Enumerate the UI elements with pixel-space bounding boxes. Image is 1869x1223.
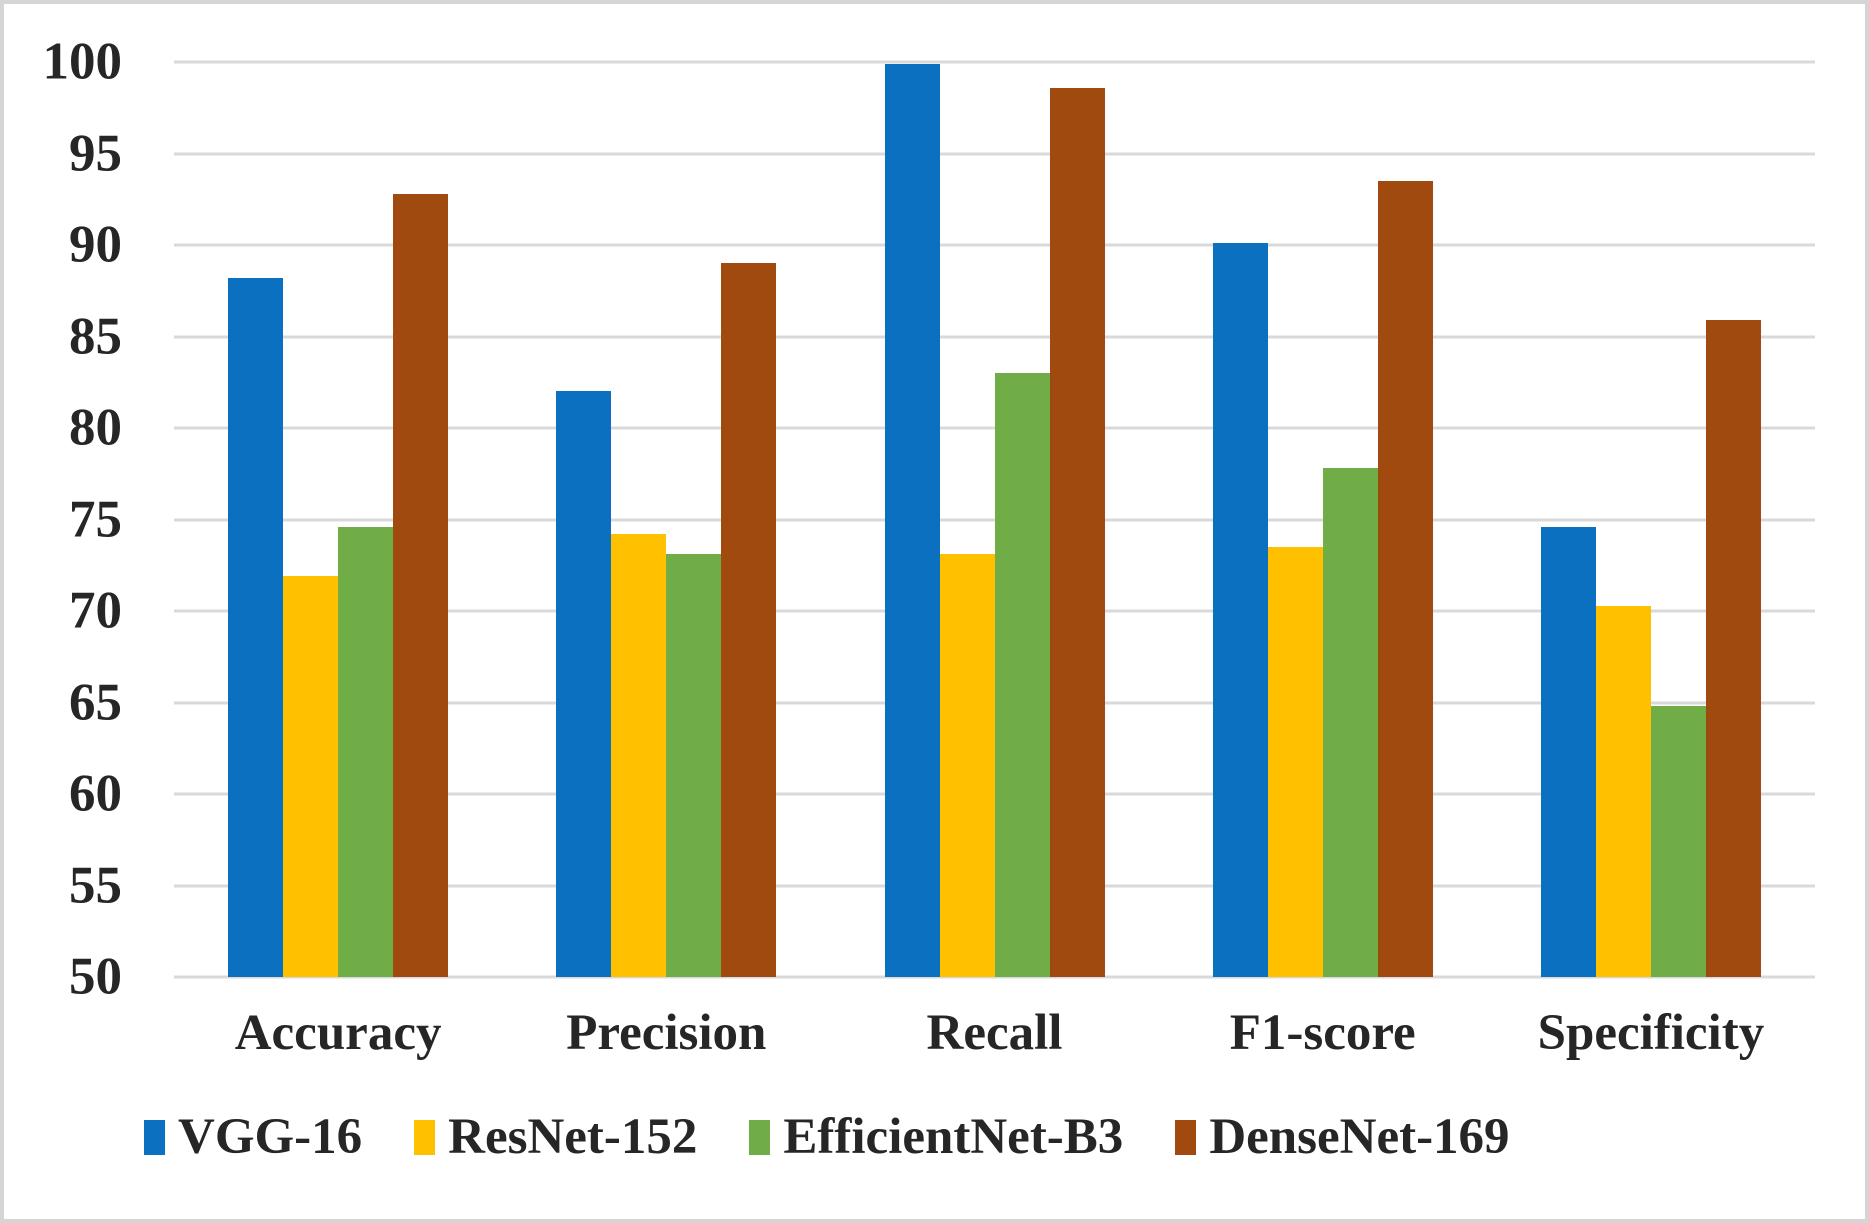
- bar-group-precision: [502, 62, 830, 977]
- bar-vgg-16-recall: [884, 63, 940, 977]
- x-axis: Accuracy Precision Recall F1-score Specifici…: [174, 1004, 1815, 1063]
- bar-efficientnet-b3-precision: [666, 554, 722, 977]
- legend-item-resnet-152: ResNet-152: [414, 1108, 697, 1166]
- bar-densenet-169-specificity: [1705, 320, 1761, 977]
- bar-group-f1-score: [1159, 62, 1487, 977]
- y-tick-label-60: 60: [69, 764, 122, 823]
- x-label-recall: Recall: [926, 1005, 1063, 1061]
- bar-group-recall: [830, 62, 1158, 977]
- legend-swatch-efficientnet-b3: [749, 1119, 771, 1155]
- legend-label-efficientnet-b3: EfficientNet-B3: [783, 1109, 1124, 1165]
- bar-densenet-169-f1-score: [1377, 180, 1433, 977]
- bar-densenet-169-accuracy: [393, 193, 449, 977]
- bar-efficientnet-b3-specificity: [1650, 706, 1706, 977]
- bar-vgg-16-specificity: [1540, 526, 1596, 977]
- bar-densenet-169-recall: [1049, 87, 1105, 977]
- y-tick-label-70: 70: [69, 581, 122, 640]
- y-tick-label-75: 75: [69, 490, 122, 548]
- bar-resnet-152-specificity: [1595, 605, 1651, 977]
- bar-resnet-152-accuracy: [283, 576, 339, 977]
- bar-resnet-152-precision: [611, 534, 667, 977]
- bar-efficientnet-b3-accuracy: [338, 526, 394, 977]
- bar-vgg-16-f1-score: [1212, 243, 1268, 977]
- y-tick-label-95: 95: [69, 124, 122, 182]
- x-label-precision: Precision: [566, 1005, 767, 1061]
- x-label-specificity: Specificity: [1537, 1005, 1765, 1061]
- y-tick-label-65: 65: [69, 673, 122, 731]
- legend-item-vgg-16: VGG-16: [144, 1108, 362, 1166]
- bar-group-specificity: [1487, 62, 1815, 977]
- plot-area: [174, 60, 1815, 979]
- bar-efficientnet-b3-recall: [994, 373, 1050, 977]
- bars-container: [174, 62, 1815, 977]
- legend-label-densenet-169: DenseNet-169: [1209, 1109, 1510, 1165]
- legend-item-densenet-169: DenseNet-169: [1175, 1108, 1510, 1166]
- bar-resnet-152-f1-score: [1267, 546, 1323, 977]
- gridline-90: [174, 243, 1815, 247]
- y-tick-label-90: 90: [69, 215, 122, 274]
- y-tick-label-50: 50: [69, 947, 122, 1006]
- gridline-50: [174, 975, 1815, 979]
- gridline-95: [174, 152, 1815, 155]
- bar-vgg-16-precision: [556, 391, 612, 977]
- legend-swatch-resnet-152: [414, 1119, 436, 1155]
- bar-vgg-16-accuracy: [228, 277, 284, 977]
- y-tick-label-55: 55: [69, 856, 122, 914]
- gridline-100: [174, 60, 1815, 64]
- legend-label-vgg-16: VGG-16: [178, 1109, 363, 1165]
- y-axis: 100 95 90 85 80 75 70 65 60 55 50: [4, 35, 123, 1003]
- bar-efficientnet-b3-f1-score: [1322, 468, 1378, 977]
- legend-item-efficientnet-b3: EfficientNet-B3: [749, 1108, 1123, 1166]
- legend-label-resnet-152: ResNet-152: [448, 1109, 698, 1165]
- legend-swatch-vgg-16: [144, 1119, 165, 1155]
- bar-densenet-169-precision: [721, 263, 777, 977]
- y-tick-label-85: 85: [69, 307, 122, 365]
- y-tick-label-80: 80: [69, 398, 122, 457]
- bar-group-accuracy: [174, 62, 502, 977]
- y-tick-label-100: 100: [42, 32, 123, 91]
- x-label-accuracy: Accuracy: [234, 1005, 442, 1061]
- legend: VGG-16 ResNet-152 EfficientNet-B3 DenseNet-…: [144, 1108, 1510, 1166]
- legend-swatch-densenet-169: [1175, 1119, 1197, 1155]
- gridline-85: [174, 335, 1815, 338]
- bar-resnet-152-recall: [939, 554, 995, 977]
- x-label-f1-score: F1-score: [1229, 1005, 1416, 1061]
